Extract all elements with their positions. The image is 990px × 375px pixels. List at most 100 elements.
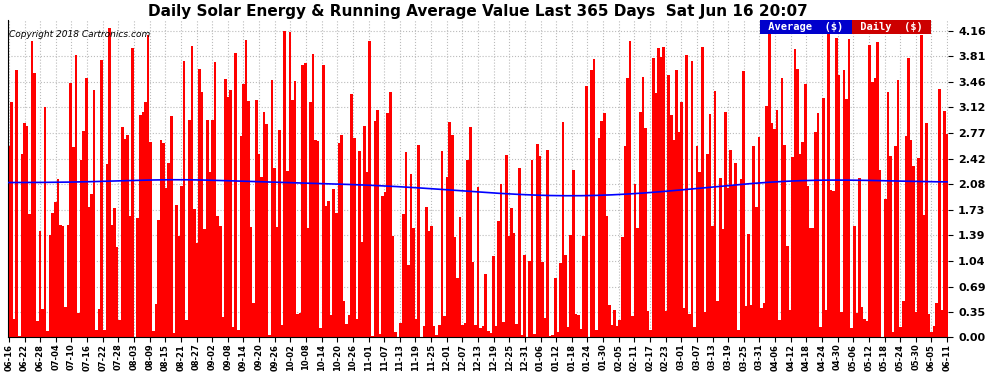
Bar	[474, 326, 477, 338]
Bar	[51, 213, 54, 338]
Bar	[456, 278, 458, 338]
Bar	[108, 28, 111, 338]
Bar	[577, 315, 580, 338]
Bar	[333, 189, 335, 338]
Bar	[590, 70, 593, 338]
Bar	[828, 34, 830, 338]
Bar	[463, 323, 466, 338]
Bar	[448, 122, 450, 338]
Bar	[863, 319, 866, 338]
Bar	[487, 331, 490, 338]
Bar	[742, 71, 744, 338]
Bar	[838, 75, 841, 338]
Bar	[523, 255, 526, 338]
Bar	[796, 69, 799, 338]
Bar	[776, 110, 778, 338]
Bar	[433, 326, 436, 338]
Bar	[644, 128, 646, 338]
Bar	[438, 325, 441, 338]
Bar	[936, 303, 939, 338]
Bar	[910, 140, 912, 338]
Bar	[835, 38, 838, 338]
Bar	[508, 236, 510, 338]
Bar	[185, 320, 188, 338]
Bar	[809, 228, 812, 338]
Bar	[815, 132, 817, 338]
Bar	[670, 116, 672, 338]
Bar	[484, 274, 487, 338]
Bar	[649, 330, 652, 338]
Bar	[222, 317, 224, 338]
Bar	[915, 312, 918, 338]
Bar	[299, 312, 301, 338]
Bar	[546, 150, 548, 338]
Bar	[526, 337, 529, 338]
Bar	[920, 35, 923, 338]
Bar	[613, 310, 616, 338]
Bar	[139, 115, 142, 338]
Bar	[892, 332, 894, 338]
Bar	[145, 102, 147, 338]
Bar	[281, 325, 283, 338]
Bar	[248, 101, 249, 338]
Bar	[640, 111, 642, 338]
Bar	[701, 47, 704, 338]
Bar	[235, 54, 237, 338]
Bar	[98, 309, 100, 338]
Bar	[363, 126, 366, 338]
Bar	[446, 177, 448, 338]
Bar	[923, 215, 926, 338]
Bar	[165, 188, 167, 338]
Bar	[82, 130, 85, 338]
Bar	[270, 80, 273, 338]
Bar	[188, 120, 191, 338]
Bar	[29, 214, 31, 338]
Bar	[294, 81, 296, 338]
Bar	[755, 207, 757, 338]
Bar	[706, 154, 709, 338]
Bar	[943, 111, 945, 338]
Bar	[833, 191, 835, 338]
Bar	[317, 141, 320, 338]
Bar	[735, 163, 737, 338]
Bar	[149, 142, 151, 338]
Bar	[542, 262, 544, 338]
Bar	[450, 135, 453, 338]
Bar	[206, 120, 209, 338]
Bar	[423, 326, 425, 338]
Bar	[21, 154, 23, 338]
Bar	[31, 41, 34, 338]
Bar	[905, 136, 907, 338]
Bar	[866, 321, 868, 338]
Bar	[154, 304, 157, 338]
Bar	[320, 328, 322, 338]
Bar	[783, 145, 786, 338]
Bar	[230, 90, 232, 338]
Bar	[657, 48, 659, 338]
Bar	[249, 227, 252, 338]
Bar	[132, 48, 134, 338]
Bar	[346, 324, 347, 338]
Bar	[884, 199, 886, 338]
Bar	[757, 136, 760, 338]
Bar	[894, 146, 897, 338]
Bar	[151, 331, 154, 338]
Bar	[129, 216, 132, 338]
Bar	[889, 156, 892, 338]
Bar	[830, 190, 833, 338]
Bar	[338, 143, 341, 338]
Bar	[773, 129, 776, 338]
Bar	[724, 112, 727, 338]
Bar	[90, 194, 93, 338]
Bar	[611, 325, 613, 338]
Bar	[477, 187, 479, 338]
Bar	[412, 228, 415, 338]
Bar	[49, 235, 51, 338]
Bar	[59, 225, 61, 338]
Bar	[492, 256, 495, 338]
Bar	[142, 112, 145, 338]
Bar	[719, 178, 722, 338]
Bar	[619, 320, 621, 338]
Bar	[175, 205, 178, 338]
Bar	[804, 84, 807, 338]
